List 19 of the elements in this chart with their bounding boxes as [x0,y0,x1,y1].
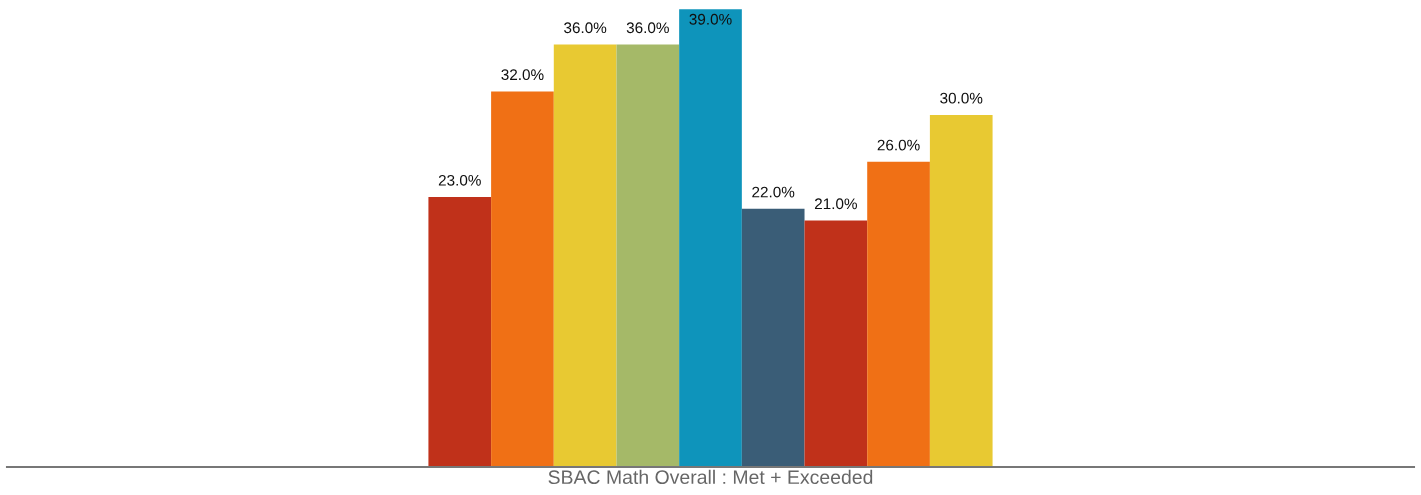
bar [491,91,554,467]
bar [804,220,868,467]
bar [679,9,742,467]
data-label: 26.0% [877,139,920,151]
bar [867,161,930,467]
data-label: 36.0% [564,22,607,34]
data-label: 39.0% [689,13,732,25]
bar [616,44,680,467]
data-label: 30.0% [940,92,983,104]
x-axis-title: SBAC Math Overall : Met + Exceeded [548,469,873,485]
bar [741,208,805,467]
bar [553,44,617,467]
bar [929,114,993,467]
bar [428,197,492,467]
data-label: 21.0% [814,198,857,210]
data-label: 22.0% [752,186,795,198]
data-label: 32.0% [501,69,544,81]
data-label: 23.0% [438,174,481,186]
data-label: 36.0% [626,22,669,34]
